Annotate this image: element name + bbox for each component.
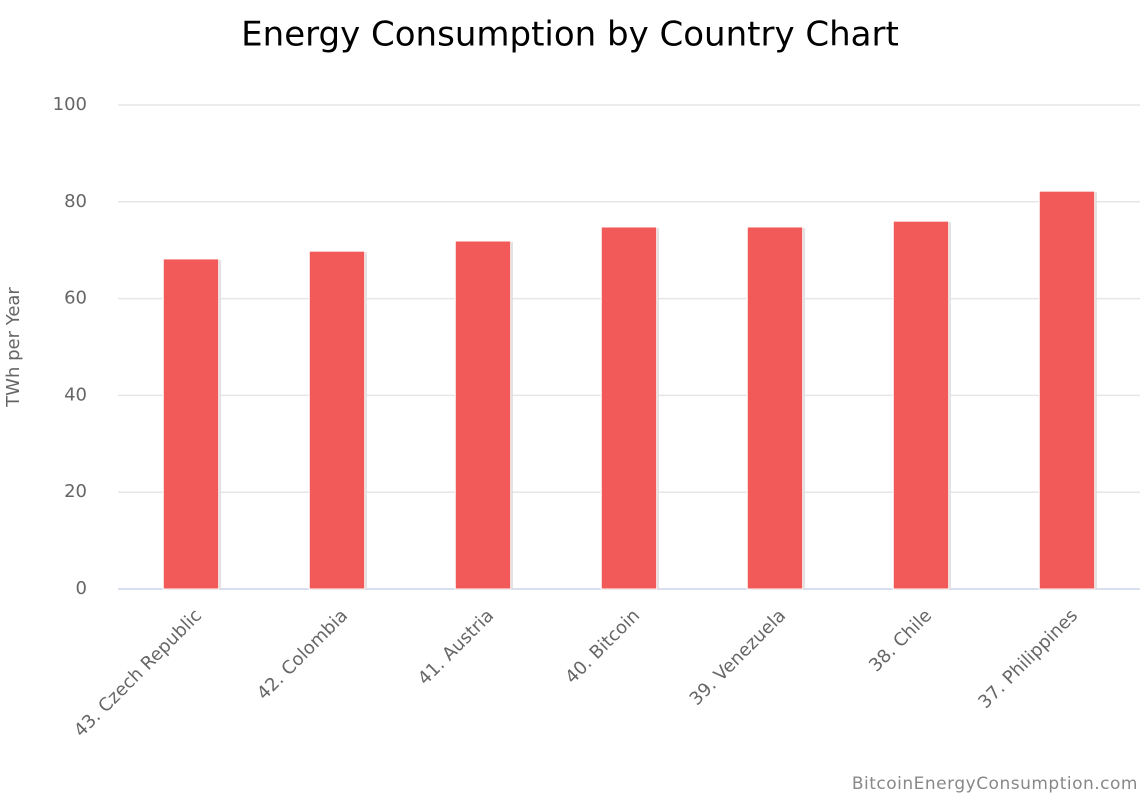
x-tick-label: 41. Austria: [414, 605, 498, 689]
y-tick-label: 80: [64, 191, 87, 212]
x-tick-label: 37. Philippines: [974, 605, 1082, 713]
x-tick-label: 39. Venezuela: [686, 605, 791, 710]
y-tick-label: 20: [64, 481, 87, 502]
bar: [162, 258, 220, 590]
y-tick-label: 60: [64, 288, 87, 309]
bar: [746, 226, 804, 590]
y-tick-label: 0: [76, 578, 87, 599]
x-tick-label: 38. Chile: [865, 605, 936, 676]
credit: BitcoinEnergyConsumption.com: [852, 774, 1138, 794]
bar: [892, 220, 950, 590]
bar: [1038, 190, 1096, 590]
y-tick-label: 100: [53, 94, 87, 115]
x-tick-label: 43. Czech Republic: [70, 605, 206, 741]
bar: [308, 250, 366, 590]
x-tick-label: 42. Colombia: [253, 605, 352, 704]
bar: [600, 226, 658, 590]
y-axis-title: TWh per Year: [3, 287, 24, 408]
y-tick-label: 40: [64, 384, 87, 405]
chart-title: Energy Consumption by Country Chart: [241, 15, 899, 55]
bar: [454, 240, 512, 590]
x-tick-label: 40. Bitcoin: [561, 605, 644, 688]
